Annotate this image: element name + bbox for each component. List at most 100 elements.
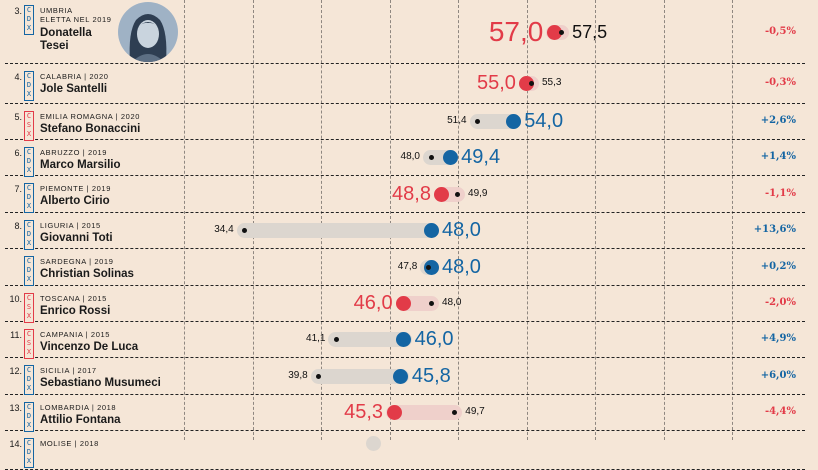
previous-value-dot xyxy=(451,409,457,415)
candidate-name: Donatella Tesei xyxy=(40,27,92,52)
current-value-dot xyxy=(434,186,450,202)
gridline xyxy=(390,0,391,440)
row-divider xyxy=(5,248,805,249)
candidate-photo xyxy=(118,2,178,62)
table-row: 7. CDX PIEMONTE | 2019 Alberto Cirio 48,8 49,… xyxy=(0,176,818,213)
previous-value-label: 48,0 xyxy=(442,297,462,308)
coalition-badge: CSX xyxy=(24,329,34,359)
candidate-name: Vincenzo De Luca xyxy=(40,341,139,353)
coalition-label: CDX xyxy=(26,257,32,283)
current-value-dot xyxy=(423,222,439,238)
coalition-badge: CDX xyxy=(24,438,34,468)
gridline xyxy=(664,0,665,440)
row-divider xyxy=(5,285,805,286)
previous-value-dot xyxy=(333,336,339,342)
range-bar xyxy=(386,405,463,420)
table-row: 12. CDX SICILIA | 2017 Sebastiano Musumeci 4… xyxy=(0,358,818,395)
coalition-badge: CDX xyxy=(24,5,34,35)
row-divider xyxy=(5,357,805,358)
region-label: TOSCANA | 2015 xyxy=(40,294,107,303)
coalition-label: CDX xyxy=(26,148,32,174)
region-label: SARDEGNA | 2019 xyxy=(40,257,114,266)
coalition-badge: CSX xyxy=(24,293,34,323)
rank-number: 13. xyxy=(9,403,22,413)
coalition-badge: CDX xyxy=(24,220,34,250)
change-label: +6,0% xyxy=(760,370,796,381)
rank-number: 5. xyxy=(14,112,22,122)
table-row: 11. CSX CAMPANIA | 2015 Vincenzo De Luca 46,… xyxy=(0,322,818,359)
coalition-label: CSX xyxy=(26,112,32,138)
previous-value-label: 39,8 xyxy=(288,370,308,381)
previous-value-dot xyxy=(475,118,481,124)
table-row: 6. CDX ABRUZZO | 2019 Marco Marsilio 49,4 48,… xyxy=(0,140,818,177)
candidate-name: Enrico Rossi xyxy=(40,305,111,317)
rank-number: 11. xyxy=(10,330,22,340)
change-label: +0,2% xyxy=(760,261,796,272)
candidate-name: Christian Solinas xyxy=(40,268,134,280)
change-label: -0,5% xyxy=(764,26,796,37)
gridline xyxy=(732,0,733,440)
coalition-badge: CDX xyxy=(24,183,34,213)
previous-value-dot xyxy=(454,191,460,197)
current-value-dot xyxy=(519,75,535,91)
gridline xyxy=(527,0,528,440)
row-divider xyxy=(5,175,805,176)
row-divider xyxy=(5,139,805,140)
rank-number: 12. xyxy=(9,366,22,376)
current-value-label: 45,3 xyxy=(344,401,384,423)
candidate-name: Stefano Bonaccini xyxy=(40,123,141,135)
previous-value-label: 49,9 xyxy=(468,188,488,199)
rank-number: 3. xyxy=(14,6,22,16)
coalition-badge: CDX xyxy=(24,71,34,101)
candidate-name: Jole Santelli xyxy=(40,83,108,95)
row-divider xyxy=(5,63,805,64)
candidate-name: Attilio Fontana xyxy=(40,414,121,426)
current-value-label: 46,0 xyxy=(353,292,393,314)
coalition-badge: CSX xyxy=(24,111,34,141)
region-label: ABRUZZO | 2019 xyxy=(40,148,108,157)
gridline xyxy=(321,0,322,440)
previous-value-label: 55,3 xyxy=(542,77,562,88)
row-divider xyxy=(5,212,805,213)
previous-value-label: 34,4 xyxy=(214,224,234,235)
current-value-label: 45,8 xyxy=(411,365,451,387)
range-bar xyxy=(310,369,409,384)
current-value-dot xyxy=(366,436,381,451)
coalition-badge: CDX xyxy=(24,147,34,177)
coalition-label: CSX xyxy=(26,294,32,320)
previous-value-label: 48,0 xyxy=(400,151,420,162)
gridline xyxy=(595,0,596,440)
candidate-name: Giovanni Toti xyxy=(40,232,113,244)
region-label: LOMBARDIA | 2018 xyxy=(40,403,117,412)
region-label: CALABRIA | 2020 xyxy=(40,72,109,81)
previous-value-label: 57,5 xyxy=(572,22,608,42)
current-value-dot xyxy=(505,113,521,129)
coalition-label: CDX xyxy=(26,6,32,32)
current-value-label: 54,0 xyxy=(524,110,564,132)
table-row: 3. CDX UMBRIA ELETTA NEL 2019 Donatella Tese… xyxy=(0,0,818,64)
change-label: +4,9% xyxy=(760,333,796,344)
current-value-label: 48,0 xyxy=(442,219,481,241)
current-value-label: 48,8 xyxy=(392,183,431,205)
current-value-dot xyxy=(423,259,439,275)
previous-value-label: 47,8 xyxy=(397,261,418,272)
coalition-label: CSX xyxy=(26,330,32,356)
table-row: 4. CDX CALABRIA | 2020 Jole Santelli 55,0 55,… xyxy=(0,64,818,104)
candidate-name: Alberto Cirio xyxy=(40,195,110,207)
rank-number: 8. xyxy=(14,221,22,231)
current-value-label: 48,0 xyxy=(442,256,481,278)
change-label: -4,4% xyxy=(764,406,796,417)
previous-value-dot xyxy=(316,373,322,379)
coalition-label: CDX xyxy=(26,366,32,392)
range-bar xyxy=(236,223,439,238)
region-label: CAMPANIA | 2015 xyxy=(40,330,111,339)
rank-number: 14. xyxy=(9,439,22,449)
row-divider xyxy=(5,430,805,431)
table-row: CDX SARDEGNA | 2019 Christian Solinas 48,0 4… xyxy=(0,249,818,286)
table-row: 10. CSX TOSCANA | 2015 Enrico Rossi 46,0 48,0… xyxy=(0,286,818,323)
change-label: -1,1% xyxy=(764,188,796,199)
gridline xyxy=(184,0,185,440)
row-divider xyxy=(5,321,805,322)
change-label: -0,3% xyxy=(764,77,796,88)
current-value-label: 46,0 xyxy=(414,328,454,350)
